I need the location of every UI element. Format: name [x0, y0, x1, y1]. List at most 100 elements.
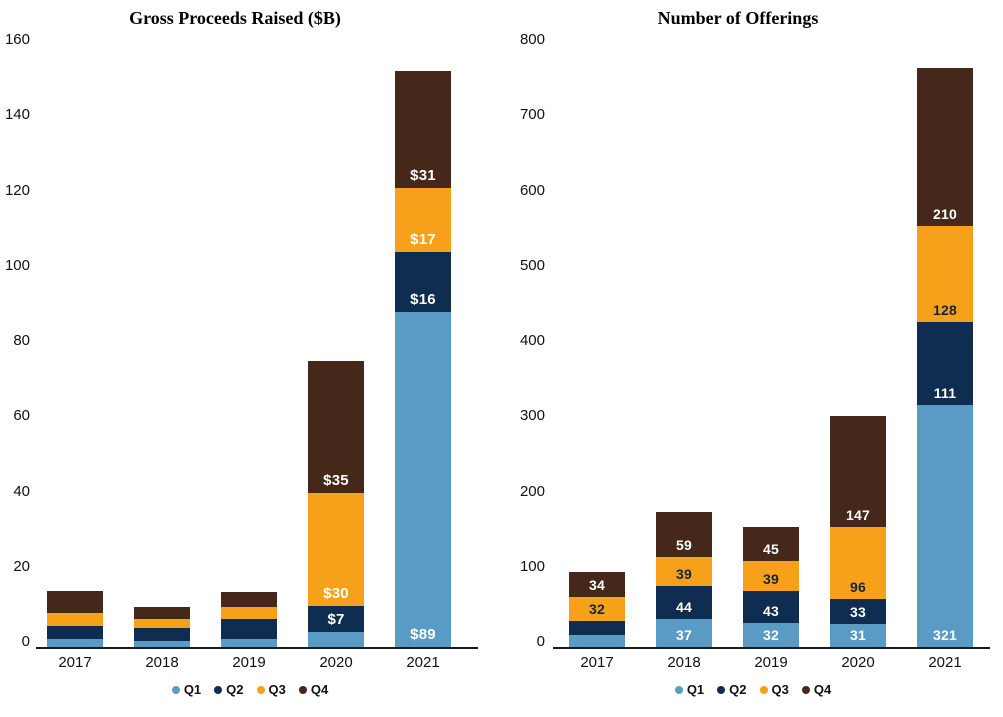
legend-label: Q3: [771, 682, 789, 697]
bar-segment-2017-q3: 32: [569, 597, 625, 622]
bar-segment-2020-q4: $35: [308, 361, 364, 493]
bar-value-label: $30: [323, 584, 349, 602]
bar-segment-2018-q2: 44: [656, 586, 712, 620]
bar-segment-2018-q1: [134, 641, 190, 647]
bar-value-label: 59: [676, 536, 692, 553]
bar-segment-2021-q3: 128: [917, 225, 973, 322]
bar-segment-2021-q3: $17: [395, 187, 451, 252]
legend-dot-icon: [801, 685, 810, 694]
y-tick-label: 400: [519, 332, 545, 349]
legend-dot-icon: [717, 685, 726, 694]
x-tick-label: 2021: [406, 654, 440, 671]
bar-value-label: $7: [327, 610, 345, 628]
number-of-offerings-chart-panel: Number of Offerings 0 100 200 300 400 500 600 7…: [503, 0, 1003, 717]
bar-value-label: 39: [676, 566, 692, 583]
bar-segment-2020-q3: $30: [308, 492, 364, 606]
bar-value-label: $35: [323, 471, 349, 489]
bar-segment-2018-q4: [134, 607, 190, 619]
legend-label: Q2: [226, 682, 244, 697]
y-tick-label: 0: [536, 633, 545, 650]
bar-segment-2017-q1: [569, 634, 625, 647]
bar-segment-2017-q3: [47, 613, 103, 627]
bar-value-label: $31: [410, 166, 436, 184]
legend: Q1 Q2 Q3 Q4: [0, 682, 500, 697]
legend-label: Q3: [268, 682, 286, 697]
bar-value-label: 37: [676, 626, 692, 643]
x-axis-line: [553, 647, 990, 649]
bar-value-label: 31: [850, 626, 866, 643]
x-tick-label: 2019: [754, 654, 788, 671]
bar-segment-2021-q4: 210: [917, 67, 973, 226]
x-tick-label: 2017: [580, 654, 614, 671]
legend-item-q4: Q4: [298, 682, 329, 697]
bar-segment-2019-q2: [221, 618, 277, 640]
y-tick-label: 700: [519, 106, 545, 124]
plot-area: 0 20 40 60 80 100 120 140 160 2017 2018 2019 $7 $30 $3…: [0, 0, 500, 717]
bar-value-label: 147: [846, 506, 870, 523]
bar-segment-2019-q2: 43: [743, 590, 799, 623]
bar-segment-2020-q1: 31: [830, 623, 886, 647]
legend-dot-icon: [674, 685, 683, 694]
x-tick-label: 2020: [841, 654, 875, 671]
bar-value-label: 321: [933, 626, 957, 643]
bar-value-label: 39: [763, 570, 779, 587]
bar-segment-2018-q4: 59: [656, 512, 712, 557]
y-tick-label: 500: [519, 256, 545, 274]
x-tick-label: 2017: [58, 654, 92, 671]
legend-dot-icon: [298, 685, 307, 694]
chart-title: Number of Offerings: [657, 8, 819, 28]
legend-item-q1: Q1: [674, 682, 705, 697]
bar-value-label: 32: [763, 626, 779, 643]
legend-item-q4: Q4: [801, 682, 832, 697]
bar-value-label: 33: [850, 603, 866, 620]
y-tick-label: 200: [519, 482, 545, 500]
legend-item-q1: Q1: [171, 682, 201, 697]
bar-segment-2020-q3: 96: [830, 526, 886, 599]
bar-segment-2021-q4: $31: [395, 71, 451, 188]
bar-segment-2020-q1: [308, 631, 364, 647]
x-tick-label: 2019: [232, 654, 266, 671]
bar-value-label: 96: [850, 578, 866, 595]
bar-segment-2020-q4: 147: [830, 415, 886, 527]
legend-item-q2: Q2: [214, 682, 244, 697]
bar-segment-2021-q1: 321: [917, 405, 973, 647]
y-tick-label: 600: [519, 181, 545, 199]
y-tick-label: 160: [4, 31, 30, 48]
legend-label: Q4: [310, 682, 329, 697]
bar-segment-2018-q3: 39: [656, 556, 712, 587]
bar-segment-2019-q1: 32: [743, 622, 799, 647]
bar-value-label: $16: [410, 291, 436, 309]
bar-segment-2019-q4: 45: [743, 527, 799, 562]
bar-value-label: $17: [410, 230, 436, 248]
bar-segment-2018-q2: [134, 628, 190, 642]
bar-segment-2017-q4: [47, 590, 103, 614]
bar-segment-2021-q2: $16: [395, 251, 451, 313]
y-tick-label: 40: [13, 482, 30, 500]
legend-label: Q4: [813, 682, 832, 697]
bar-segment-2021-q2: 111: [917, 321, 973, 406]
bar-value-label: 210: [933, 205, 957, 222]
bar-value-label: 45: [763, 541, 779, 558]
plot-area: 0 100 200 300 400 500 600 700 800 32 34 2017 37 44 39 5…: [503, 0, 1003, 717]
y-tick-label: 100: [519, 557, 545, 575]
bar-segment-2017-q2: [47, 626, 103, 640]
x-tick-label: 2018: [667, 654, 701, 671]
y-tick-label: 0: [21, 633, 30, 650]
bar-segment-2019-q3: [221, 607, 277, 619]
gross-proceeds-chart-panel: Gross Proceeds Raised ($B) 0 20 40 60 80 100 1…: [0, 0, 500, 717]
bar-segment-2017-q2: [569, 621, 625, 635]
x-axis-line: [36, 647, 478, 649]
chart-title: Gross Proceeds Raised ($B): [129, 8, 341, 28]
legend-label: Q1: [686, 682, 705, 697]
legend-item-q3: Q3: [759, 682, 789, 697]
legend-dot-icon: [214, 685, 223, 694]
y-tick-label: 300: [519, 407, 545, 425]
legend-label: Q2: [729, 682, 747, 697]
bar-segment-2017-q1: [47, 639, 103, 647]
legend-dot-icon: [759, 685, 768, 694]
y-tick-label: 60: [13, 407, 30, 425]
bar-value-label: 128: [933, 301, 957, 318]
y-tick-label: 800: [519, 31, 545, 48]
bar-segment-2017-q4: 34: [569, 571, 625, 598]
